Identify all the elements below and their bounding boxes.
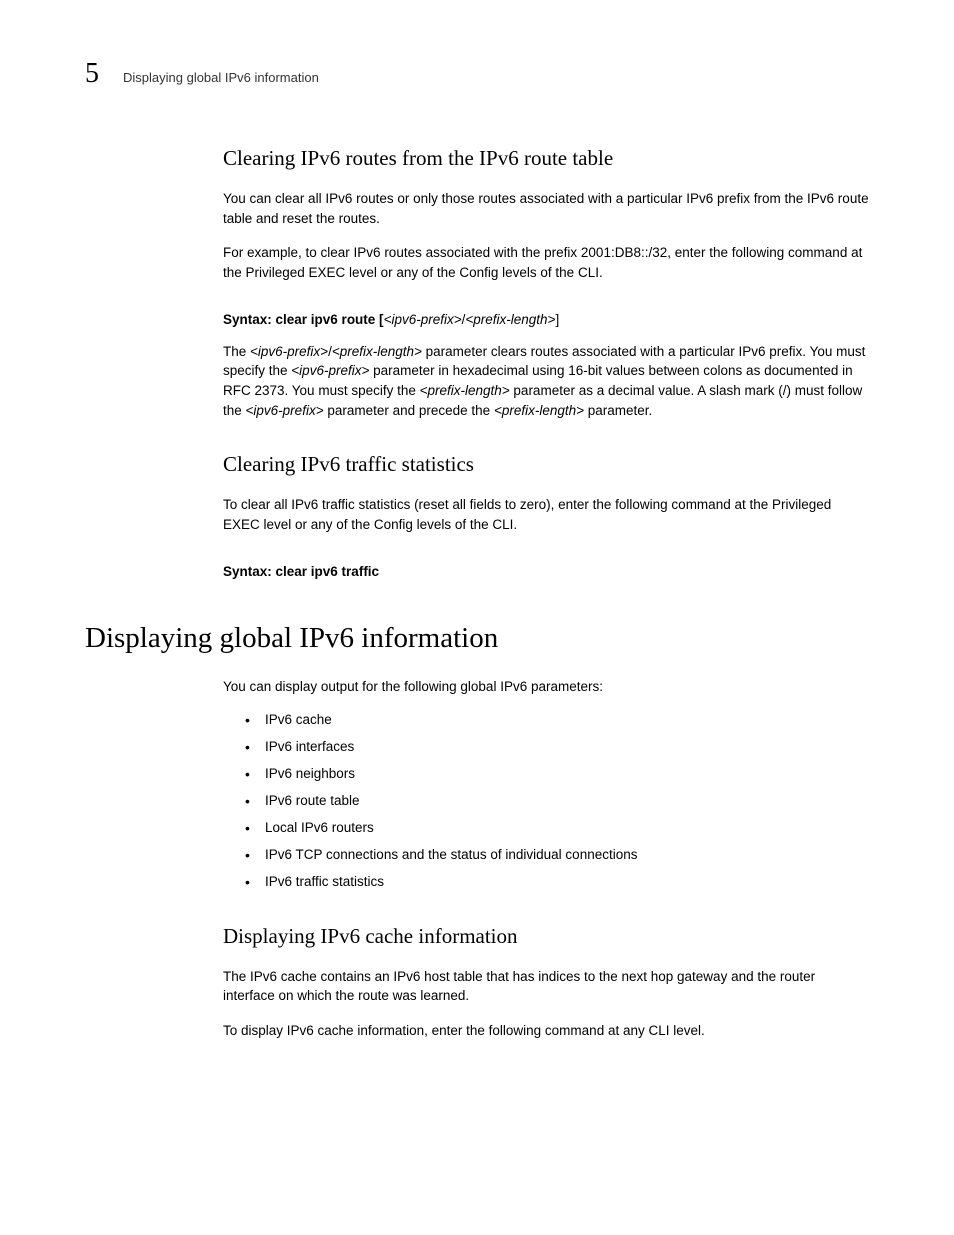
page-header: 5 Displaying global IPv6 information (85, 60, 869, 88)
content-area: Clearing IPv6 routes from the IPv6 route… (85, 146, 869, 582)
syntax-line: Syntax: clear ipv6 route [<ipv6-prefix>/… (223, 310, 869, 330)
main-heading-area: Displaying global IPv6 information (85, 622, 869, 655)
section-heading-clearing-routes: Clearing IPv6 routes from the IPv6 route… (223, 146, 869, 171)
syntax-text: ] (555, 312, 559, 327)
list-item: IPv6 TCP connections and the status of i… (245, 846, 869, 865)
bullet-list: IPv6 cache IPv6 interfaces IPv6 neighbor… (223, 711, 869, 891)
list-item: IPv6 neighbors (245, 765, 869, 784)
syntax-arg: <ipv6-prefix> (384, 312, 462, 327)
content-area: You can display output for the following… (85, 677, 869, 1040)
text: parameter and precede the (324, 403, 494, 418)
main-heading: Displaying global IPv6 information (85, 622, 869, 655)
list-item: IPv6 cache (245, 711, 869, 730)
text: parameter. (584, 403, 652, 418)
body-paragraph: The IPv6 cache contains an IPv6 host tab… (223, 967, 869, 1006)
syntax-line: Syntax: clear ipv6 traffic (223, 562, 869, 582)
syntax-arg: <prefix-length> (465, 312, 555, 327)
list-item: IPv6 traffic statistics (245, 873, 869, 892)
body-paragraph: The <ipv6-prefix>/<prefix-length> parame… (223, 342, 869, 420)
param-name: <prefix-length> (494, 403, 584, 418)
chapter-number: 5 (85, 60, 99, 88)
list-item: Local IPv6 routers (245, 819, 869, 838)
section-heading-clearing-traffic: Clearing IPv6 traffic statistics (223, 452, 869, 477)
section-heading-cache-info: Displaying IPv6 cache information (223, 924, 869, 949)
body-paragraph: To clear all IPv6 traffic statistics (re… (223, 495, 869, 534)
syntax-text: Syntax: clear ipv6 route [ (223, 312, 384, 327)
body-paragraph: You can display output for the following… (223, 677, 869, 697)
list-item: IPv6 route table (245, 792, 869, 811)
list-item: IPv6 interfaces (245, 738, 869, 757)
body-paragraph: For example, to clear IPv6 routes associ… (223, 243, 869, 282)
body-paragraph: You can clear all IPv6 routes or only th… (223, 189, 869, 228)
param-name: <prefix-length> (420, 383, 510, 398)
body-paragraph: To display IPv6 cache information, enter… (223, 1021, 869, 1041)
param-name: <ipv6-prefix> (246, 403, 324, 418)
running-title: Displaying global IPv6 information (123, 70, 319, 85)
param-name: <ipv6-prefix> (291, 363, 369, 378)
param-name: <ipv6-prefix> (250, 344, 328, 359)
text: The (223, 344, 250, 359)
param-name: <prefix-length> (332, 344, 422, 359)
